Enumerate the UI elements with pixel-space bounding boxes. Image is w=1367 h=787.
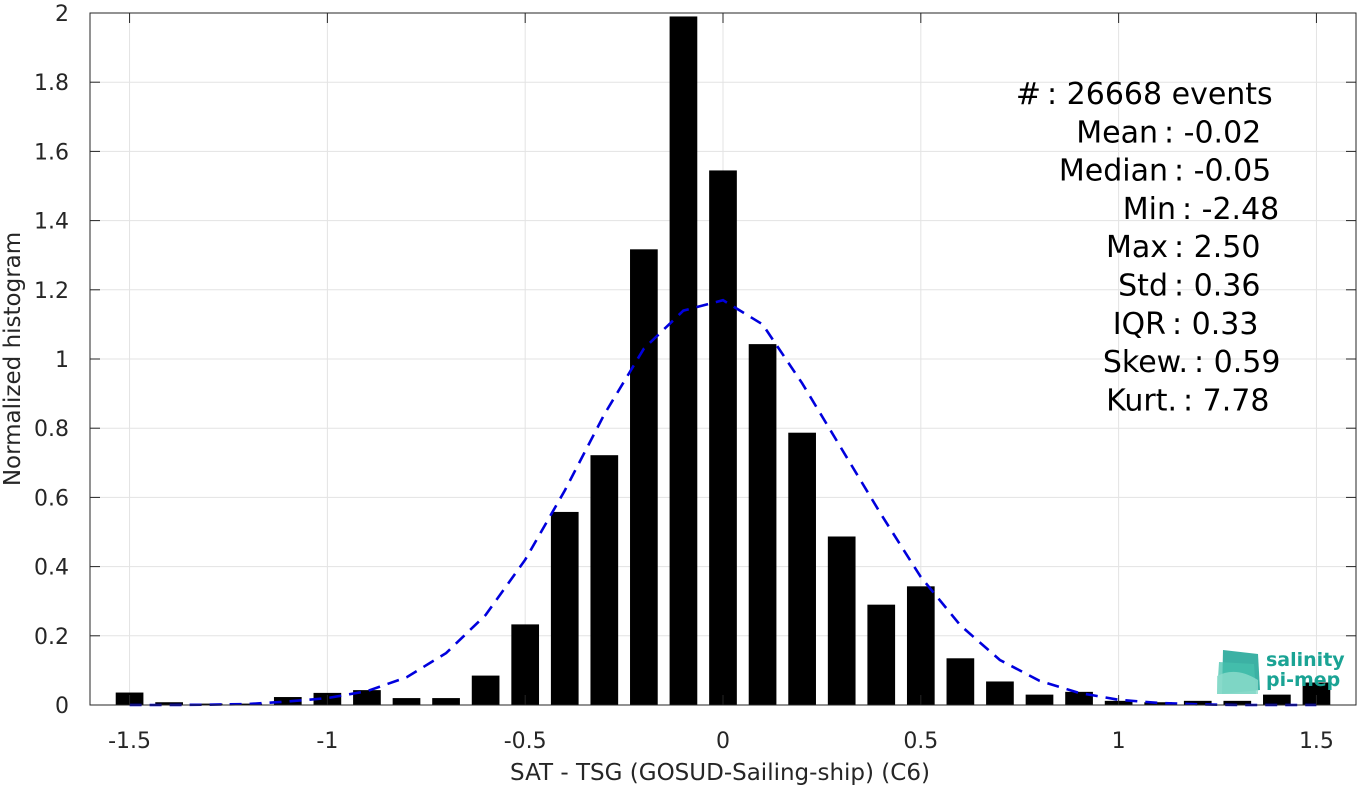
histogram-bar xyxy=(1144,702,1173,705)
stat-name: Min xyxy=(1123,192,1176,227)
salinity-pi-mep-logo: salinity pi-mep xyxy=(1217,649,1345,694)
stat-value: : 2.50 xyxy=(1174,230,1260,265)
histogram-bar xyxy=(827,536,856,705)
x-tick-label: -1 xyxy=(316,729,338,754)
stat-value: : 26668 events xyxy=(1047,77,1273,112)
histogram-bar xyxy=(550,511,579,705)
y-tick-label: 0 xyxy=(55,694,69,719)
y-tick-label: 0.2 xyxy=(34,625,69,650)
y-tick-label: 1.2 xyxy=(34,279,69,304)
axis-ticks xyxy=(90,12,1356,706)
stat-value: : -2.48 xyxy=(1182,192,1279,227)
logo-line1: salinity xyxy=(1266,649,1345,671)
histogram-bar xyxy=(788,432,816,705)
histogram-bar xyxy=(669,16,698,705)
histogram-bar xyxy=(511,624,540,705)
histogram-bar xyxy=(432,698,460,705)
stat-name: Median xyxy=(1059,154,1168,189)
stat-name: IQR xyxy=(1113,307,1166,342)
stat-name: Max xyxy=(1106,230,1168,265)
histogram-bar xyxy=(590,455,619,705)
y-tick-label: 1.8 xyxy=(34,71,69,96)
x-axis-label: SAT - TSG (GOSUD-Sailing-ship) (C6) xyxy=(510,760,930,786)
histogram-bar xyxy=(392,698,421,705)
x-tick-label: -0.5 xyxy=(504,729,547,754)
histogram-bar xyxy=(234,703,263,705)
logo-line2: pi-mep xyxy=(1266,669,1340,691)
stat-name: Skew. xyxy=(1103,345,1188,380)
logo-wave-icon xyxy=(1217,650,1260,694)
stat-value: : -0.02 xyxy=(1164,115,1261,150)
histogram-bar xyxy=(194,703,223,705)
histogram-bar xyxy=(273,697,302,705)
histogram-bar xyxy=(630,249,658,705)
stat-name: Mean xyxy=(1076,115,1158,150)
histogram-bar xyxy=(1223,700,1252,705)
y-tick-label: 2 xyxy=(55,2,69,27)
normal-fit-curve xyxy=(129,298,1317,707)
x-tick-label: 1.5 xyxy=(1299,729,1334,754)
histogram-bar xyxy=(353,690,381,705)
x-tick-label: 1 xyxy=(1112,729,1126,754)
x-tick-label: 0 xyxy=(716,729,730,754)
stat-value: : 7.78 xyxy=(1183,383,1269,418)
histogram-bar xyxy=(1263,694,1291,705)
y-axis-label: Normalized histogram xyxy=(0,232,26,486)
histogram-bar xyxy=(906,586,935,705)
y-tick-label: 1.4 xyxy=(34,210,69,235)
histogram-bar xyxy=(1025,694,1054,705)
stat-value: : 0.36 xyxy=(1174,269,1260,304)
stat-name: # xyxy=(1016,77,1041,112)
x-tick-label: -1.5 xyxy=(108,729,151,754)
y-tick-label: 0.4 xyxy=(34,556,69,581)
histogram-bar xyxy=(946,658,975,705)
stat-name: Kurt. xyxy=(1106,383,1177,418)
x-tick-labels: -1.5 -1 -0.5 0 0.5 1 1.5 xyxy=(108,729,1334,754)
stat-value: : 0.59 xyxy=(1194,345,1280,380)
histogram-bar xyxy=(709,170,737,705)
stat-value: : -0.05 xyxy=(1174,154,1271,189)
histogram-bar xyxy=(748,344,777,705)
histogram-bar xyxy=(1183,700,1212,705)
y-tick-label: 1 xyxy=(55,348,69,373)
y-tick-label: 0.8 xyxy=(34,417,69,442)
histogram-bar xyxy=(986,681,1014,705)
y-tick-label: 0.6 xyxy=(34,486,69,511)
histogram-bars xyxy=(115,16,1331,705)
y-tick-labels: 0 0.2 0.4 0.6 0.8 1 1.2 1.4 1.6 1.8 2 xyxy=(34,2,69,719)
histogram-bar xyxy=(1302,682,1331,705)
stat-value: : 0.33 xyxy=(1172,307,1258,342)
stat-name: Std xyxy=(1118,269,1168,304)
histogram-bar xyxy=(471,675,500,705)
x-tick-label: 0.5 xyxy=(903,729,938,754)
y-tick-label: 1.6 xyxy=(34,140,69,165)
histogram-bar xyxy=(867,604,896,705)
histogram-bar xyxy=(155,702,183,705)
